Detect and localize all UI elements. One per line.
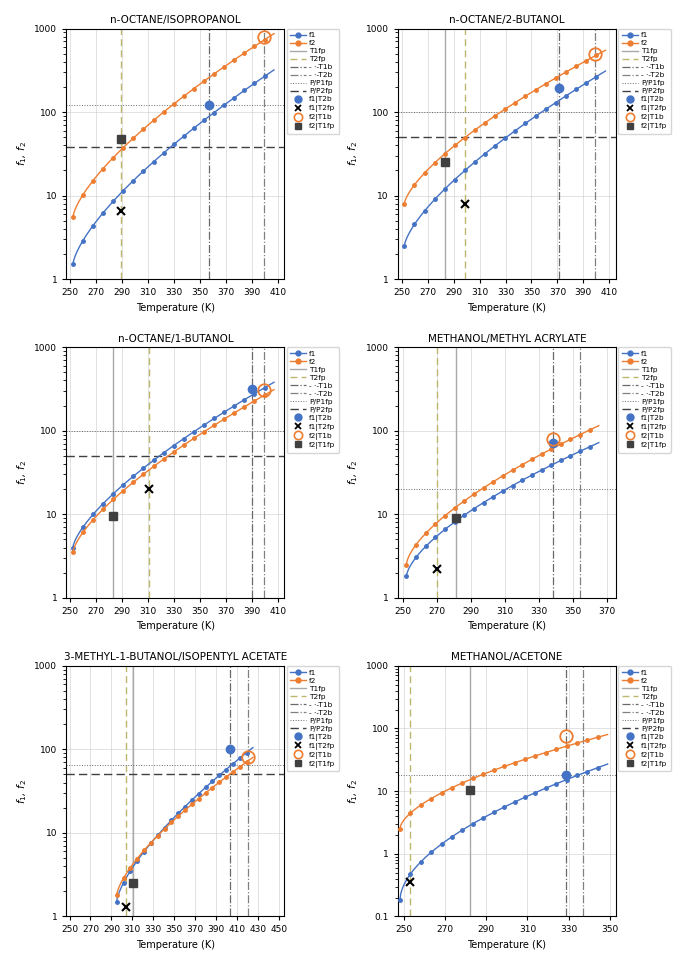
Legend: f1, f2, T1fp, T2fp, - ·-T1b, - ·-T2b, P/P1fp, P/P2fp, f1|T2b, f1|T2fp, f2|T1b, f: f1, f2, T1fp, T2fp, - ·-T1b, - ·-T2b, P/… — [287, 666, 340, 771]
Legend: f1, f2, T1fp, T2fp, - ·-T1b, - ·-T2b, P/P1fp, P/P2fp, f1|T2b, f1|T2fp, f2|T1b, f: f1, f2, T1fp, T2fp, - ·-T1b, - ·-T2b, P/… — [287, 347, 340, 453]
X-axis label: Temperature (K): Temperature (K) — [136, 621, 215, 631]
Y-axis label: f$_1$, f$_2$: f$_1$, f$_2$ — [346, 460, 360, 485]
X-axis label: Temperature (K): Temperature (K) — [467, 940, 546, 950]
Title: n-OCTANE/1-BUTANOL: n-OCTANE/1-BUTANOL — [117, 334, 233, 344]
Title: METHANOL/ACETONE: METHANOL/ACETONE — [451, 652, 563, 662]
X-axis label: Temperature (K): Temperature (K) — [467, 621, 546, 631]
X-axis label: Temperature (K): Temperature (K) — [467, 303, 546, 313]
Title: n-OCTANE/ISOPROPANOL: n-OCTANE/ISOPROPANOL — [110, 15, 241, 25]
Y-axis label: f$_1$, f$_2$: f$_1$, f$_2$ — [346, 142, 360, 166]
Y-axis label: f$_1$, f$_2$: f$_1$, f$_2$ — [15, 142, 29, 166]
Legend: f1, f2, T1fp, T2fp, - ·-T1b, - ·-T2b, P/P1fp, P/P2fp, f1|T2b, f1|T2fp, f2|T1b, f: f1, f2, T1fp, T2fp, - ·-T1b, - ·-T2b, P/… — [618, 666, 671, 771]
Title: METHANOL/METHYL ACRYLATE: METHANOL/METHYL ACRYLATE — [427, 334, 586, 344]
Y-axis label: f$_1$, f$_2$: f$_1$, f$_2$ — [346, 779, 360, 804]
X-axis label: Temperature (K): Temperature (K) — [136, 940, 215, 950]
Title: 3-METHYL-1-BUTANOL/ISOPENTYL ACETATE: 3-METHYL-1-BUTANOL/ISOPENTYL ACETATE — [64, 652, 287, 662]
Legend: f1, f2, T1fp, T2fp, - ·-T1b, - ·-T2b, P/P1fp, P/P2fp, f1|T2b, f1|T2fp, f2|T1b, f: f1, f2, T1fp, T2fp, - ·-T1b, - ·-T2b, P/… — [618, 347, 671, 453]
Legend: f1, f2, T1fp, T2fp, - ·-T1b, - ·-T2b, P/P1fp, P/P2fp, f1|T2b, f1|T2fp, f2|T1b, f: f1, f2, T1fp, T2fp, - ·-T1b, - ·-T2b, P/… — [287, 29, 340, 134]
Title: n-OCTANE/2-BUTANOL: n-OCTANE/2-BUTANOL — [449, 15, 565, 25]
Legend: f1, f2, T1fp, T2fp, - ·-T1b, - ·-T2b, P/P1fp, P/P2fp, f1|T2b, f1|T2fp, f2|T1b, f: f1, f2, T1fp, T2fp, - ·-T1b, - ·-T2b, P/… — [618, 29, 671, 134]
Y-axis label: f$_1$, f$_2$: f$_1$, f$_2$ — [15, 460, 29, 485]
X-axis label: Temperature (K): Temperature (K) — [136, 303, 215, 313]
Y-axis label: f$_1$, f$_2$: f$_1$, f$_2$ — [15, 779, 29, 804]
